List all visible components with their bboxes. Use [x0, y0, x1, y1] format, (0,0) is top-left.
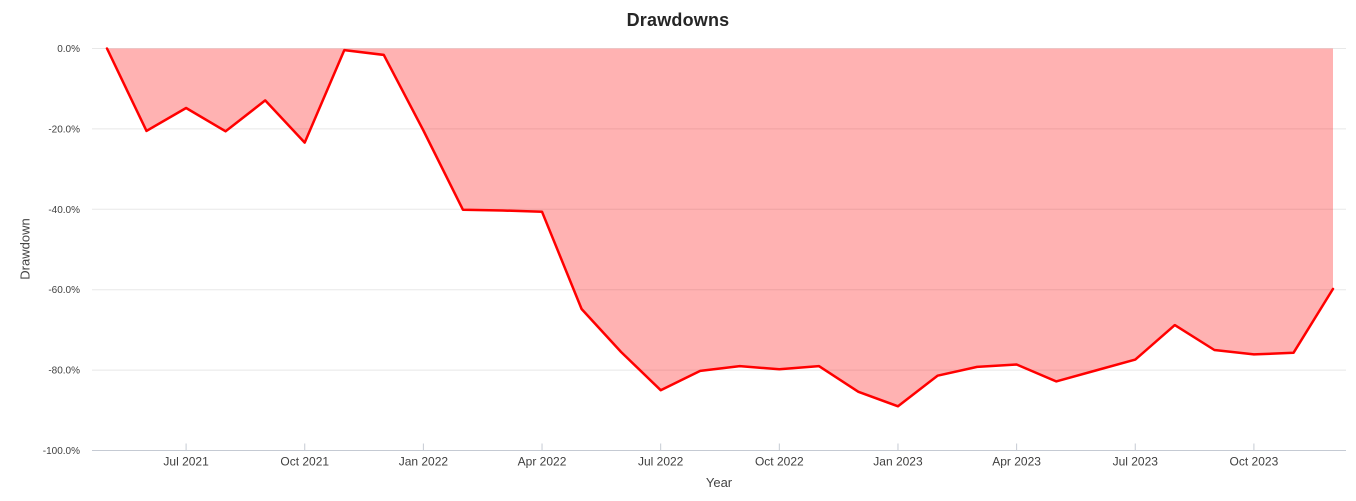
x-tick-label: Apr 2023 [992, 455, 1041, 469]
chart-title: Drawdowns [626, 10, 730, 30]
x-tick-label: Jan 2022 [399, 455, 449, 469]
y-tick-label: -60.0% [48, 285, 80, 296]
x-tick-label: Jul 2022 [638, 455, 684, 469]
x-tick-label: Oct 2022 [755, 455, 804, 469]
drawdown-area [107, 48, 1333, 407]
x-tick-label: Apr 2022 [518, 455, 567, 469]
y-tick-label: -40.0% [48, 205, 80, 216]
y-tick-label: -20.0% [48, 124, 80, 135]
x-tick-label: Jan 2023 [873, 455, 923, 469]
y-tick-label: -80.0% [48, 366, 80, 377]
x-tick-label: Jul 2023 [1113, 455, 1159, 469]
x-tick-label: Jul 2021 [163, 455, 209, 469]
drawdown-line [105, 47, 1335, 408]
x-axis-title: Year [705, 475, 733, 490]
y-tick-label: 0.0% [57, 44, 80, 55]
x-tick-label: Oct 2021 [280, 455, 329, 469]
y-tick-label: -100.0% [43, 446, 80, 457]
x-tick-label: Oct 2023 [1230, 455, 1279, 469]
y-axis-title: Drawdown [17, 218, 33, 280]
